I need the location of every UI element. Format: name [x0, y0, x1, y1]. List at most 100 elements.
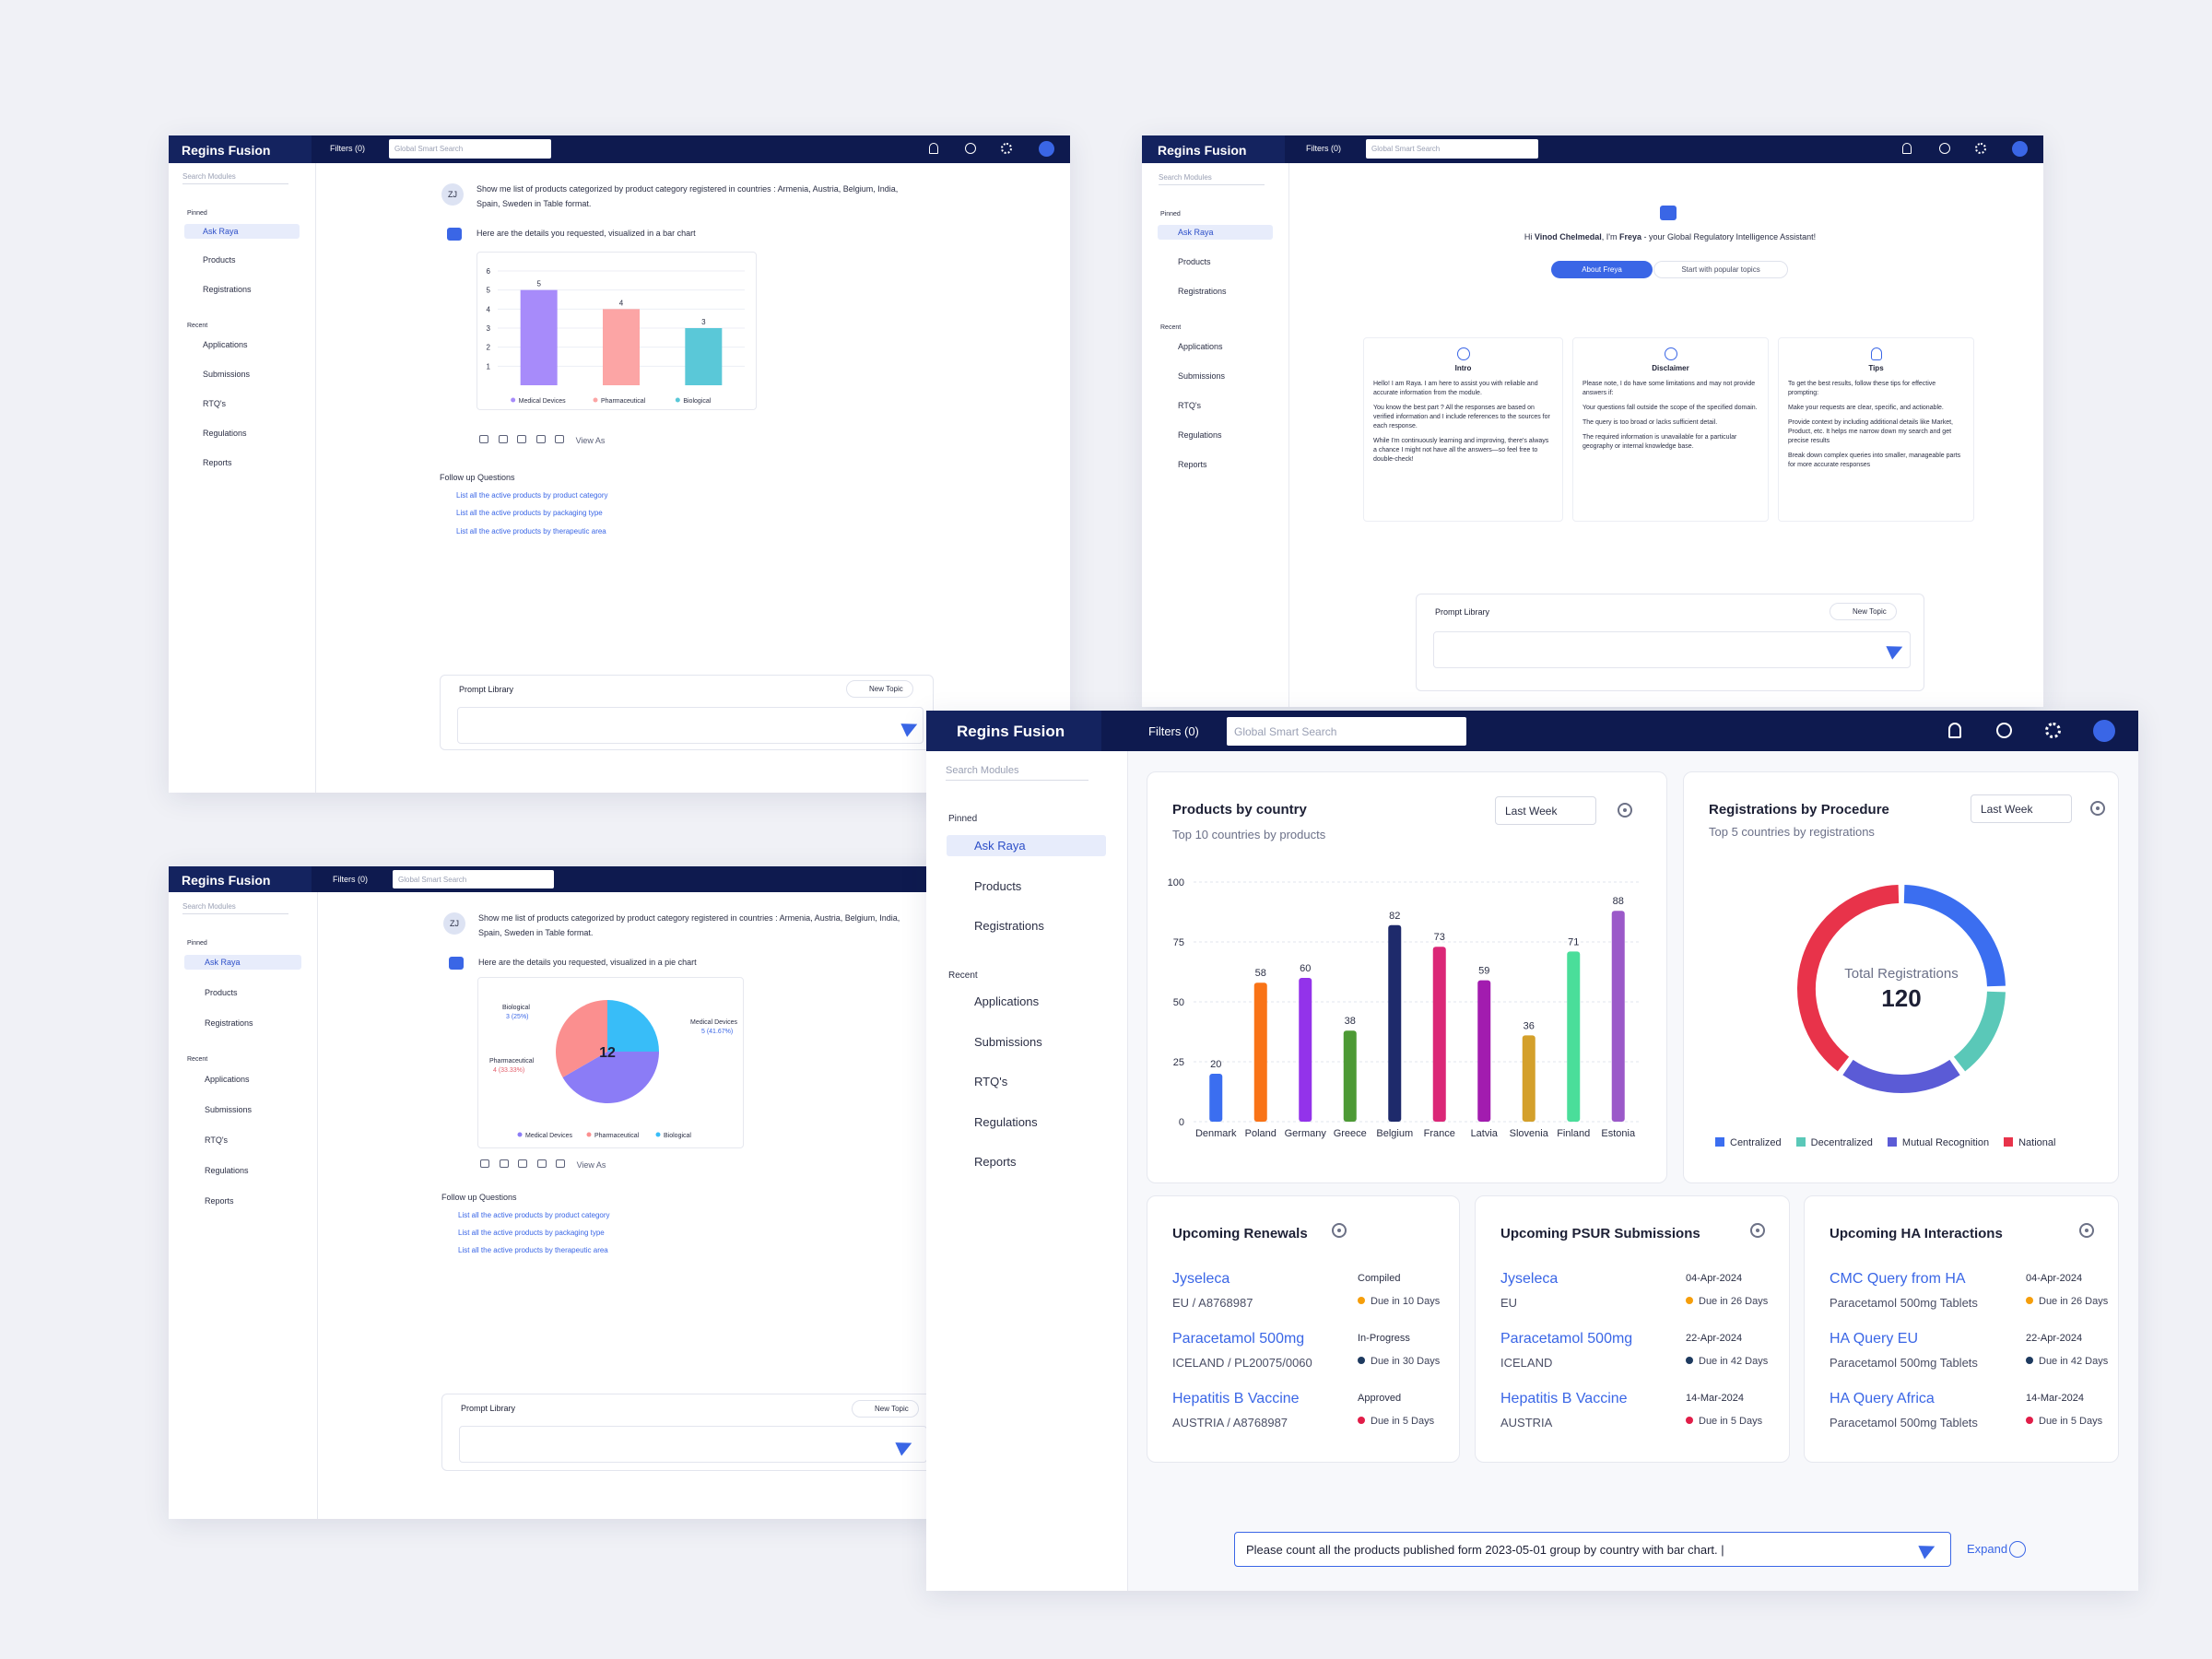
global-search-input[interactable]: Global Smart Search	[1366, 139, 1538, 159]
followup-link-therapeutic[interactable]: List all the active products by therapeu…	[456, 527, 606, 535]
followup-link-category[interactable]: List all the active products by product …	[458, 1211, 610, 1219]
tab-topics[interactable]: Start with popular topics	[1653, 261, 1788, 278]
bell-icon[interactable]	[929, 143, 938, 154]
view-as-dropdown[interactable]: View As	[575, 436, 606, 445]
recent-heading[interactable]: Recent	[948, 971, 978, 981]
sidebar-item-registrations[interactable]: Registrations	[203, 285, 252, 294]
prompt-input[interactable]	[1433, 631, 1911, 668]
global-search-input[interactable]: Global Smart Search	[1227, 717, 1466, 746]
ha-item-title[interactable]: HA Query Africa	[1830, 1391, 1935, 1406]
pinned-heading[interactable]: Pinned	[187, 210, 207, 217]
settings-icon[interactable]	[2045, 723, 2061, 738]
sidebar-item-products[interactable]: Products	[205, 988, 238, 997]
speaker-icon[interactable]	[480, 1159, 489, 1168]
settings-icon[interactable]	[1975, 143, 1986, 154]
filters-button[interactable]: Filters (0)	[1148, 724, 1199, 738]
sidebar-item-ask-raya[interactable]: Ask Raya	[184, 955, 301, 970]
new-topic-button[interactable]: New Topic	[846, 680, 913, 698]
sidebar-item-ask-raya[interactable]: Ask Raya	[184, 224, 300, 239]
dashboard-prompt-input[interactable]: Please count all the products published …	[1234, 1532, 1951, 1567]
filters-button[interactable]: Filters (0)	[333, 875, 368, 884]
renewals-settings-icon[interactable]	[1332, 1223, 1347, 1238]
bell-icon[interactable]	[1948, 723, 1961, 738]
sidebar-item-rtqs[interactable]: RTQ's	[205, 1135, 229, 1145]
prompt-library-button[interactable]: Prompt Library	[461, 1404, 516, 1413]
ha-settings-icon[interactable]	[2079, 1223, 2094, 1238]
sidebar-item-regulations[interactable]: Regulations	[974, 1115, 1038, 1129]
ha-item-title[interactable]: HA Query EU	[1830, 1331, 1919, 1347]
renewal-item-title[interactable]: Hepatitis B Vaccine	[1172, 1391, 1300, 1406]
ha-item-title[interactable]: CMC Query from HA	[1830, 1271, 1966, 1287]
sidebar-item-reports[interactable]: Reports	[205, 1196, 234, 1206]
download-icon[interactable]	[555, 435, 565, 443]
sidebar-item-ask-raya[interactable]: Ask Raya	[1158, 225, 1273, 240]
thumbs-up-icon[interactable]	[498, 435, 508, 443]
thumbs-down-icon[interactable]	[518, 1159, 528, 1168]
module-search-input[interactable]: Search Modules	[182, 172, 288, 184]
brand-logo[interactable]: Regins Fusion	[169, 135, 312, 163]
registrations-settings-icon[interactable]	[2090, 801, 2105, 816]
psur-settings-icon[interactable]	[1750, 1223, 1765, 1238]
help-icon[interactable]	[1996, 723, 2012, 738]
copy-icon[interactable]	[536, 1159, 547, 1168]
pinned-heading[interactable]: Pinned	[1160, 211, 1181, 218]
recent-heading[interactable]: Recent	[187, 323, 208, 329]
expand-button[interactable]: Expand	[1967, 1542, 2008, 1556]
sidebar-item-reports[interactable]: Reports	[1178, 460, 1207, 469]
help-icon[interactable]	[965, 143, 976, 154]
prompt-library-button[interactable]: Prompt Library	[1435, 607, 1490, 617]
sidebar-item-products[interactable]: Products	[203, 255, 236, 265]
brand-logo[interactable]: Regins Fusion	[169, 866, 312, 892]
sidebar-item-registrations[interactable]: Registrations	[1178, 287, 1227, 296]
sidebar-item-submissions[interactable]: Submissions	[1178, 371, 1226, 381]
global-search-input[interactable]: Global Smart Search	[389, 139, 551, 159]
followup-link-category[interactable]: List all the active products by product …	[456, 491, 608, 500]
sidebar-item-rtqs[interactable]: RTQ's	[203, 399, 227, 408]
products-settings-icon[interactable]	[1618, 803, 1632, 818]
sidebar-item-submissions[interactable]: Submissions	[203, 370, 251, 379]
psur-item-title[interactable]: Jyseleca	[1500, 1271, 1559, 1287]
followup-link-packaging[interactable]: List all the active products by packagin…	[456, 509, 603, 517]
sidebar-item-applications[interactable]: Applications	[1178, 342, 1223, 351]
copy-icon[interactable]	[535, 435, 546, 443]
psur-item-title[interactable]: Paracetamol 500mg	[1500, 1331, 1633, 1347]
recent-heading[interactable]: Recent	[1160, 324, 1182, 331]
new-topic-button[interactable]: New Topic	[852, 1400, 919, 1418]
pinned-heading[interactable]: Pinned	[948, 814, 978, 824]
help-icon[interactable]	[1939, 143, 1950, 154]
brand-logo[interactable]: Regins Fusion	[926, 711, 1101, 751]
recent-heading[interactable]: Recent	[187, 1056, 208, 1063]
view-as-dropdown[interactable]: View As	[576, 1160, 606, 1170]
global-search-input[interactable]: Global Smart Search	[393, 870, 554, 888]
settings-icon[interactable]	[1001, 143, 1012, 154]
chevron-up-icon[interactable]	[2009, 1541, 2026, 1558]
avatar[interactable]	[2093, 720, 2115, 742]
sidebar-item-submissions[interactable]: Submissions	[205, 1105, 253, 1114]
speaker-icon[interactable]	[479, 435, 488, 443]
filters-button[interactable]: Filters (0)	[1306, 144, 1341, 153]
followup-link-therapeutic[interactable]: List all the active products by therapeu…	[458, 1246, 608, 1254]
products-range-select[interactable]: Last Week	[1495, 796, 1596, 825]
sidebar-item-regulations[interactable]: Regulations	[205, 1166, 249, 1175]
registrations-range-select[interactable]: Last Week	[1971, 794, 2072, 823]
new-topic-button[interactable]: New Topic	[1830, 603, 1897, 620]
bell-icon[interactable]	[1902, 143, 1912, 154]
sidebar-item-registrations[interactable]: Registrations	[205, 1018, 253, 1028]
sidebar-item-reports[interactable]: Reports	[974, 1155, 1017, 1169]
sidebar-item-rtqs[interactable]: RTQ's	[974, 1075, 1008, 1088]
psur-item-title[interactable]: Hepatitis B Vaccine	[1500, 1391, 1628, 1406]
tab-about[interactable]: About Freya	[1551, 261, 1653, 278]
module-search-input[interactable]: Search Modules	[182, 902, 288, 914]
renewal-item-title[interactable]: Paracetamol 500mg	[1172, 1331, 1305, 1347]
avatar[interactable]	[2012, 141, 2028, 157]
sidebar-item-ask-raya[interactable]: Ask Raya	[947, 835, 1106, 856]
module-search-input[interactable]: Search Modules	[1159, 173, 1265, 185]
sidebar-item-regulations[interactable]: Regulations	[203, 429, 247, 438]
sidebar-item-applications[interactable]: Applications	[205, 1075, 250, 1084]
prompt-input[interactable]	[459, 1426, 927, 1463]
renewal-item-title[interactable]: Jyseleca	[1172, 1271, 1230, 1287]
sidebar-item-rtqs[interactable]: RTQ's	[1178, 401, 1202, 410]
sidebar-item-registrations[interactable]: Registrations	[974, 919, 1044, 933]
prompt-input[interactable]	[457, 707, 924, 744]
sidebar-item-products[interactable]: Products	[974, 879, 1022, 893]
